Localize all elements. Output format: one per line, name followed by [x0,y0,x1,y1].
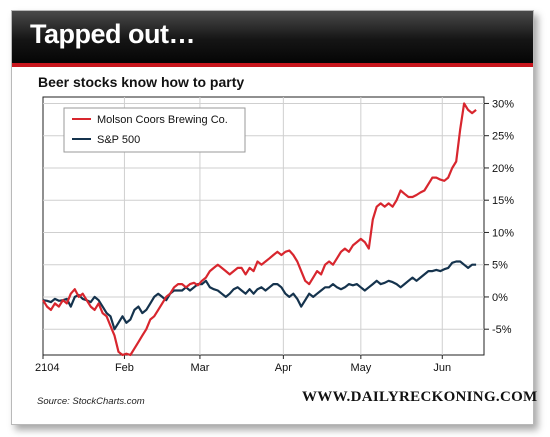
legend-box [63,107,246,153]
x-tick-label: Feb [115,362,134,374]
x-tick-label: 2104 [35,362,59,374]
x-axis: 2104 Feb Mar Apr May Jun [35,355,451,374]
source-note: Source: StockCharts.com [37,396,145,407]
legend-label-sp500: S&P 500 [97,134,140,146]
y-axis: 30% 25% 20% 15% 10% 5% 0% -5% [484,98,514,336]
series-line-molson-coors [42,102,477,357]
y-tick-label: 5% [492,260,508,272]
x-tick-label: May [350,362,371,374]
banner-title: Tapped out… [30,19,195,49]
series-line-sp500 [42,260,477,331]
chart-card: Tapped out… Beer stocks know how to part… [11,10,537,425]
y-tick-label: -5% [492,324,512,336]
x-tick-label: Jun [433,362,451,374]
y-tick-label: 30% [492,98,514,110]
y-tick-label: 25% [492,131,514,143]
chart-subtitle: Beer stocks know how to party [38,74,245,90]
legend: Molson Coors Brewing Co. S&P 500 [63,107,246,153]
y-tick-label: 20% [492,163,514,175]
y-tick-label: 0% [492,292,508,304]
title-banner: Tapped out… [12,11,533,67]
series-lines [42,102,477,357]
line-chart: 30% 25% 20% 15% 10% 5% 0% -5% 2104 Feb Mar Apr May J… [35,96,514,374]
y-tick-label: 10% [492,227,514,239]
plot-area [42,96,485,356]
legend-label-molson: Molson Coors Brewing Co. [97,114,228,126]
x-tick-label: Apr [275,362,292,374]
site-url: WWW.DAILYRECKONING.COM [302,389,538,405]
x-tick-label: Mar [190,362,209,374]
y-tick-label: 15% [492,195,514,207]
